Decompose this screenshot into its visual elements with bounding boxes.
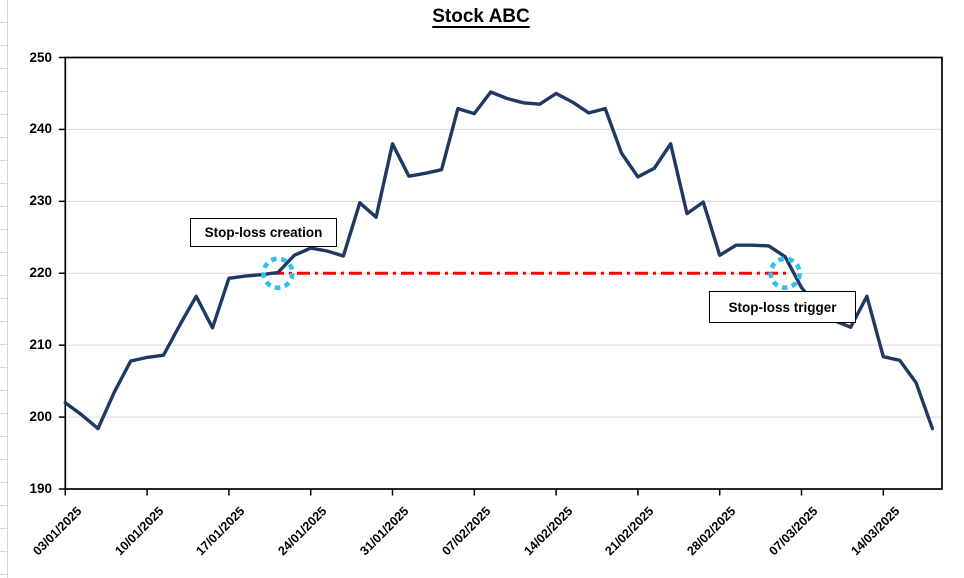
y-axis-label: 230	[29, 193, 52, 209]
spreadsheet-edge	[0, 0, 8, 578]
y-axis-label: 250	[29, 49, 52, 65]
stop-loss-creation-label[interactable]: Stop-loss creation	[190, 218, 337, 247]
creation-ring-icon[interactable]	[261, 256, 295, 291]
chart-title[interactable]: Stock ABC	[432, 6, 530, 27]
stop-loss-trigger-label[interactable]: Stop-loss trigger	[709, 291, 856, 323]
y-axis-label: 240	[29, 121, 52, 137]
y-axis-label: 190	[29, 481, 52, 496]
trigger-ring-icon[interactable]	[768, 256, 802, 291]
y-axis-label: 200	[29, 409, 52, 425]
price-line[interactable]	[63, 90, 935, 431]
y-axis-label: 210	[29, 337, 52, 353]
y-axis-label: 220	[29, 265, 52, 281]
